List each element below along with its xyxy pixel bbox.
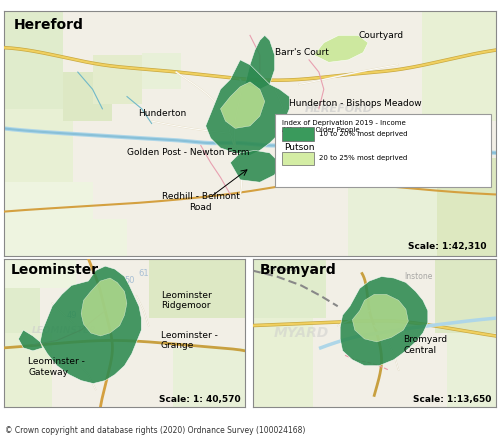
Text: Putson: Putson <box>284 143 315 153</box>
Bar <box>252 318 314 407</box>
Text: Hunderton - Bishops Meadow: Hunderton - Bishops Meadow <box>290 100 422 108</box>
Text: Scale: 1: 40,570: Scale: 1: 40,570 <box>158 395 240 404</box>
Bar <box>92 55 142 104</box>
Polygon shape <box>230 150 280 182</box>
Bar <box>282 127 314 141</box>
Polygon shape <box>245 35 274 89</box>
Polygon shape <box>280 118 319 148</box>
Bar <box>4 259 76 288</box>
Text: Hunderton: Hunderton <box>138 109 186 118</box>
Polygon shape <box>81 278 127 336</box>
Bar <box>172 348 245 407</box>
Text: d railway: d railway <box>272 267 297 271</box>
Text: Bromyard
Central: Bromyard Central <box>404 335 448 354</box>
Text: Barr's Court: Barr's Court <box>274 48 328 57</box>
Text: Scale: 1:42,310: Scale: 1:42,310 <box>408 242 486 251</box>
Text: LEOMINSTER: LEOMINSTER <box>32 326 97 334</box>
Bar <box>448 333 496 407</box>
Text: Hereford: Hereford <box>14 18 84 32</box>
Text: Bromyard: Bromyard <box>260 263 336 277</box>
Text: Golden Post - Newton Farm: Golden Post - Newton Farm <box>127 149 250 157</box>
Bar <box>348 182 437 256</box>
Bar <box>4 259 40 333</box>
Polygon shape <box>314 35 368 62</box>
Text: Leominster -
Grange: Leominster - Grange <box>160 331 218 350</box>
Text: 10 to 20% most deprived: 10 to 20% most deprived <box>319 131 408 137</box>
Polygon shape <box>220 82 265 128</box>
Text: HEREFORD: HEREFORD <box>304 104 372 114</box>
Bar <box>148 259 245 318</box>
Text: MYARD: MYARD <box>274 326 329 340</box>
Text: 61: 61 <box>138 269 149 278</box>
Polygon shape <box>18 330 42 351</box>
Text: Leominster -
Gateway: Leominster - Gateway <box>28 357 85 377</box>
Bar <box>4 219 127 256</box>
Bar <box>4 11 63 109</box>
Bar <box>282 152 314 165</box>
Polygon shape <box>206 60 290 155</box>
Polygon shape <box>340 277 428 366</box>
Text: Courtyard: Courtyard <box>358 31 404 40</box>
Text: 20 to 25% most deprived: 20 to 25% most deprived <box>319 155 407 161</box>
Bar <box>142 52 181 89</box>
Text: Instone: Instone <box>404 272 432 281</box>
Text: © Crown copyright and database rights (2020) Ordnance Survey (100024168): © Crown copyright and database rights (2… <box>5 426 306 435</box>
Bar <box>437 158 496 256</box>
Polygon shape <box>352 295 408 342</box>
Text: Scale: 1:13,650: Scale: 1:13,650 <box>413 395 491 404</box>
Bar <box>422 11 496 121</box>
FancyBboxPatch shape <box>274 114 491 187</box>
Text: Leominster: Leominster <box>11 263 100 277</box>
Bar <box>4 333 52 407</box>
Bar <box>63 72 112 121</box>
Text: Redhill - Belmont
Road: Redhill - Belmont Road <box>162 192 240 212</box>
Bar <box>252 259 326 318</box>
Text: 49: 49 <box>66 311 76 319</box>
Text: 50: 50 <box>124 277 134 285</box>
Text: Index of Deprivation 2019 - Income
Affecting Older People: Index of Deprivation 2019 - Income Affec… <box>282 120 406 133</box>
Bar <box>4 109 73 182</box>
Bar <box>435 259 496 333</box>
Text: Leominster
Ridgemoor: Leominster Ridgemoor <box>160 291 212 310</box>
Polygon shape <box>40 266 142 384</box>
Bar <box>4 182 92 256</box>
